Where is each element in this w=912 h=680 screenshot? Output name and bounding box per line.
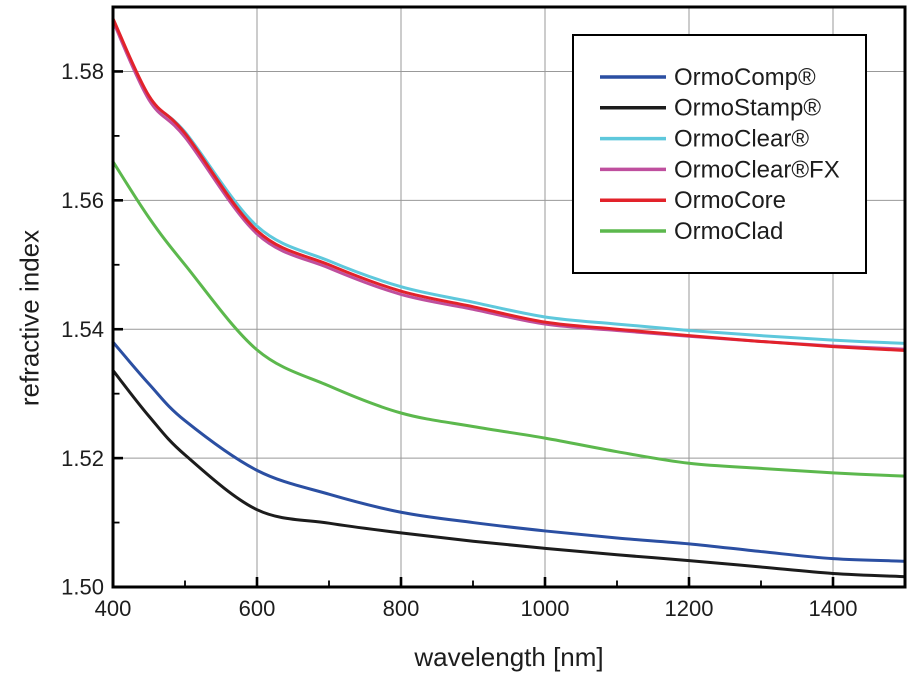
legend-item: OrmoClear®	[600, 126, 809, 153]
x-tick-label: 1400	[809, 596, 858, 621]
legend-item: OrmoClad	[600, 218, 783, 245]
y-tick-labels: 1.50 1.52 1.54 1.56 1.58	[61, 59, 104, 600]
series-line-ormocomp	[111, 340, 907, 563]
plot-frame	[111, 5, 907, 589]
legend-label: OrmoComp®	[674, 64, 816, 91]
x-tick-labels: 400 600 800 1000 1200 1400	[95, 596, 858, 621]
y-tick-label: 1.50	[61, 575, 104, 600]
legend-label: OrmoClear®	[674, 126, 809, 153]
series-line-ormoclad	[111, 160, 907, 478]
x-tick-label: 800	[383, 596, 420, 621]
x-tick-label: 400	[95, 596, 132, 621]
legend-item: OrmoStamp®	[600, 95, 821, 122]
x-tick-label: 1200	[665, 596, 714, 621]
y-tick-label: 1.58	[61, 59, 104, 84]
legend-label: OrmoClear®FX	[674, 156, 840, 183]
legend-item: OrmoClear®FX	[600, 156, 840, 183]
series-line-ormostamp	[111, 368, 907, 579]
legend: OrmoComp® OrmoStamp® OrmoClear® OrmoClear®F…	[572, 34, 867, 274]
x-axis-title: wavelength [nm]	[414, 642, 604, 672]
x-tick-label: 1000	[521, 596, 570, 621]
series-line-ormocore	[111, 17, 907, 352]
y-tick-label: 1.52	[61, 446, 104, 471]
y-tick-label: 1.54	[61, 317, 104, 342]
legend-label: OrmoClad	[674, 218, 783, 245]
legend-item: OrmoComp®	[600, 64, 816, 91]
axis-ticks	[111, 70, 835, 589]
legend-box	[572, 34, 867, 274]
legend-item: OrmoCore	[600, 187, 786, 214]
series-curves	[111, 17, 907, 579]
y-axis-title: refractive index	[14, 229, 45, 407]
legend-label: OrmoStamp®	[674, 95, 821, 122]
y-tick-label: 1.56	[61, 188, 104, 213]
x-tick-label: 600	[239, 596, 276, 621]
legend-label: OrmoCore	[674, 187, 786, 214]
